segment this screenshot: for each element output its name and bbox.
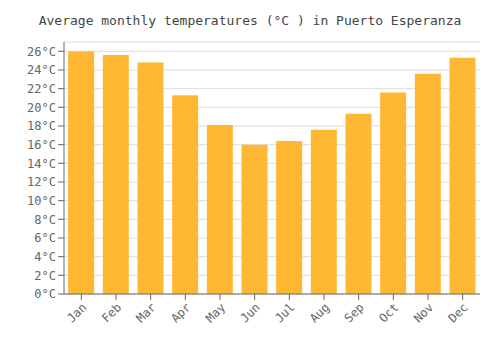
svg-text:26°C: 26°C — [27, 45, 56, 59]
svg-text:6°C: 6°C — [34, 231, 56, 245]
svg-text:Apr: Apr — [168, 300, 193, 325]
svg-text:Dec: Dec — [446, 300, 471, 325]
svg-text:4°C: 4°C — [34, 250, 56, 264]
svg-text:May: May — [203, 300, 228, 325]
svg-text:18°C: 18°C — [27, 119, 56, 133]
svg-text:8°C: 8°C — [34, 213, 56, 227]
svg-text:16°C: 16°C — [27, 138, 56, 152]
svg-text:Jul: Jul — [272, 300, 297, 325]
svg-text:24°C: 24°C — [27, 63, 56, 77]
svg-text:Jun: Jun — [238, 300, 263, 325]
svg-text:Oct: Oct — [376, 300, 401, 325]
svg-text:20°C: 20°C — [27, 101, 56, 115]
svg-text:22°C: 22°C — [27, 82, 56, 96]
svg-text:Aug: Aug — [307, 300, 332, 325]
svg-text:Feb: Feb — [99, 300, 124, 325]
svg-text:Nov: Nov — [411, 300, 436, 325]
html-text:Average monthly temperatures (: Average monthly temperatures (°C ) in Pu… — [38, 13, 462, 28]
svg-text:0°C: 0°C — [34, 287, 56, 301]
svg-text:10°C: 10°C — [27, 194, 56, 208]
svg-text:Mar: Mar — [134, 300, 159, 325]
svg-text:Sep: Sep — [342, 300, 367, 325]
svg-text:12°C: 12°C — [27, 175, 56, 189]
svg-text:14°C: 14°C — [27, 157, 56, 171]
svg-text:2°C: 2°C — [34, 269, 56, 283]
svg-text:Jan: Jan — [64, 300, 89, 325]
